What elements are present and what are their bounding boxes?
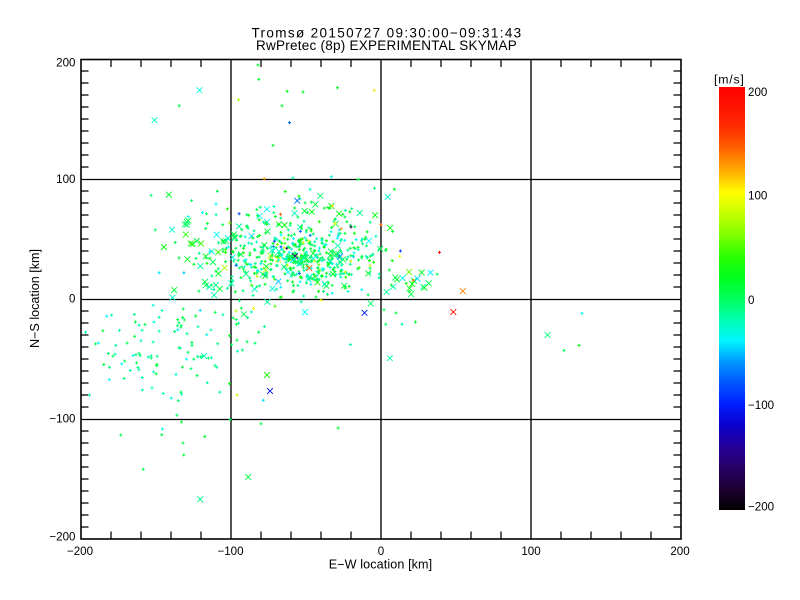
svg-text:−100: −100 (49, 413, 75, 426)
svg-text:100: 100 (56, 173, 75, 186)
svg-text:Tromsø 20150727 09:30:00−09:31: Tromsø 20150727 09:30:00−09:31:43 (251, 26, 522, 41)
svg-text:−200: −200 (748, 501, 774, 514)
svg-text:−200: −200 (49, 531, 75, 544)
svg-text:0: 0 (69, 293, 75, 306)
svg-text:0: 0 (378, 545, 384, 558)
svg-text:0: 0 (748, 294, 754, 307)
svg-text:RwPretec (8p) EXPERIMENTAL SKY: RwPretec (8p) EXPERIMENTAL SKYMAP (256, 38, 517, 53)
svg-text:−200: −200 (67, 545, 93, 558)
svg-text:100: 100 (521, 545, 540, 558)
svg-text:[m/s]: [m/s] (714, 73, 745, 87)
svg-text:−100: −100 (217, 545, 243, 558)
svg-text:200: 200 (670, 545, 689, 558)
svg-text:−100: −100 (748, 399, 774, 412)
svg-text:E−W location [km]: E−W location [km] (329, 558, 433, 572)
svg-text:200: 200 (748, 86, 767, 99)
svg-text:N−S location [km]: N−S location [km] (28, 249, 42, 348)
svg-text:100: 100 (748, 190, 767, 203)
svg-text:200: 200 (56, 57, 75, 70)
